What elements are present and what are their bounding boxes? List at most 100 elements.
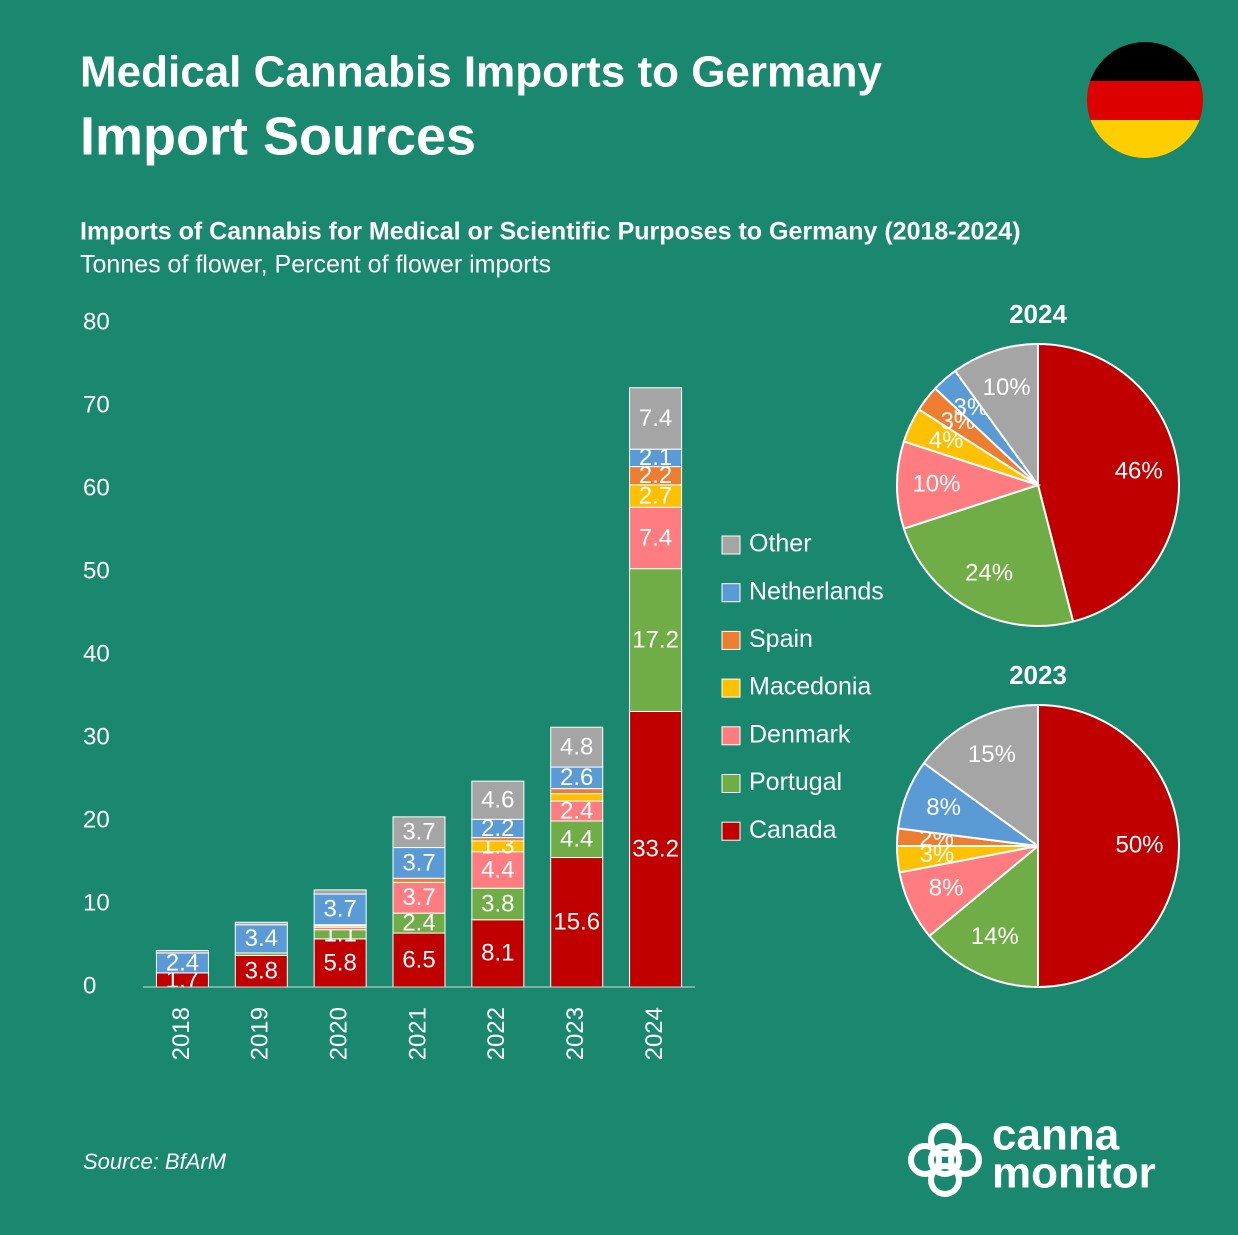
y-tick-label: 80 [83,308,110,335]
data-label: 24% [965,559,1013,586]
legend-swatch [721,678,741,698]
data-label: 8.1 [481,940,514,967]
legend-swatch [721,630,741,650]
data-label: 3.7 [402,819,435,846]
pie-slice [927,843,1039,989]
x-tick-label: 2023 [562,1007,589,1060]
data-label: 2.4 [402,909,435,936]
flag-band [1087,81,1203,120]
data-label: 4.6 [481,787,514,814]
data-label: 4.4 [560,826,593,853]
y-tick-label: 30 [83,723,110,750]
x-tick-label: 2022 [483,1007,510,1060]
pie-slice [1037,703,1180,989]
logo-text: monitor [992,1149,1156,1198]
pie-slice [896,440,1042,530]
data-label: 14% [971,923,1019,950]
y-tick-label: 10 [83,889,110,916]
pie-slice [922,703,1039,848]
legend-swatch [721,726,741,746]
bar-segment [629,568,683,712]
data-label: 2.4 [560,797,593,824]
y-tick-label: 70 [83,391,110,418]
data-label: 4.8 [560,733,593,760]
source: Source: BfArM [83,1149,227,1174]
legend-label: Canada [749,816,837,844]
page-subtitle: Import Sources [80,106,476,166]
data-label: 4.4 [481,856,514,883]
data-label: 46% [1115,458,1163,485]
bar-segment [629,506,683,570]
y-tick-label: 40 [83,640,110,667]
x-tick-label: 2021 [404,1007,431,1060]
data-label: 10% [983,374,1031,401]
bar-segment [234,921,288,926]
y-tick-label: 60 [83,474,110,501]
bar-segment [471,919,525,988]
legend-label: Netherlands [749,577,884,605]
bar-segment [392,932,446,988]
legend-label: Spain [749,625,813,653]
x-tick-label: 2020 [325,1007,352,1060]
legend-swatch [721,535,741,555]
data-label: 7.4 [639,405,672,432]
y-tick-label: 0 [83,972,96,999]
logo: canna monitor [908,1111,1156,1198]
data-label: 15% [968,741,1016,768]
data-label: 7.4 [639,524,672,551]
data-label: 15.6 [553,909,600,936]
data-label: 5.8 [323,949,356,976]
chart-subtitle: Tonnes of flower, Percent of flower impo… [80,251,551,279]
bar-segment [550,726,604,768]
pie-title: 2023 [1009,660,1067,690]
legend-label: Macedonia [749,673,871,701]
data-label: 2.7 [639,482,672,509]
data-label: 3.7 [402,849,435,876]
x-tick-label: 2024 [641,1007,668,1060]
legend-label: Other [749,530,812,558]
bar-segment [471,851,525,889]
legend-label: Denmark [749,720,851,748]
bar-segment [234,924,288,954]
data-label: 17.2 [632,626,679,653]
data-label: 3.8 [481,890,514,917]
pie-title: 2024 [1009,299,1067,329]
legend-swatch [721,774,741,793]
bar-segment [155,949,209,954]
legend-swatch [721,583,741,603]
logo-text: canna [992,1111,1120,1160]
data-label: 3.8 [245,958,278,985]
data-label: 2.6 [560,764,593,791]
bar-segment [392,881,446,914]
y-tick-label: 50 [83,557,110,584]
x-tick-label: 2019 [247,1007,274,1060]
bar-segment [313,938,367,988]
pie-slice [902,483,1075,627]
data-label: 8% [929,875,964,902]
data-label: 6.5 [402,946,435,973]
bar-segment [392,877,446,883]
bar-segment [550,793,604,802]
data-label: 3.4 [245,925,278,952]
y-tick-label: 20 [83,806,110,833]
data-label: 3.7 [402,884,435,911]
page-title: Medical Cannabis Imports to Germany [80,48,882,97]
data-label: 2.4 [166,949,199,976]
x-tick-label: 2018 [168,1007,195,1060]
legend-swatch [721,821,741,841]
data-label: 3.7 [323,896,356,923]
data-label: 33.2 [632,836,679,863]
bar-segment [392,816,446,849]
bar-segment [550,820,604,859]
bar-segment [313,889,367,895]
data-label: 8% [926,794,961,821]
pie-slice [1037,342,1180,623]
legend-label: Portugal [749,768,842,796]
data-label: 50% [1115,831,1163,858]
chart-title: Imports of Cannabis for Medical or Scien… [80,218,1021,246]
bar-segment [392,847,446,879]
bar-segment [629,387,683,450]
bar-segment [471,887,525,921]
data-label: 10% [912,470,960,497]
